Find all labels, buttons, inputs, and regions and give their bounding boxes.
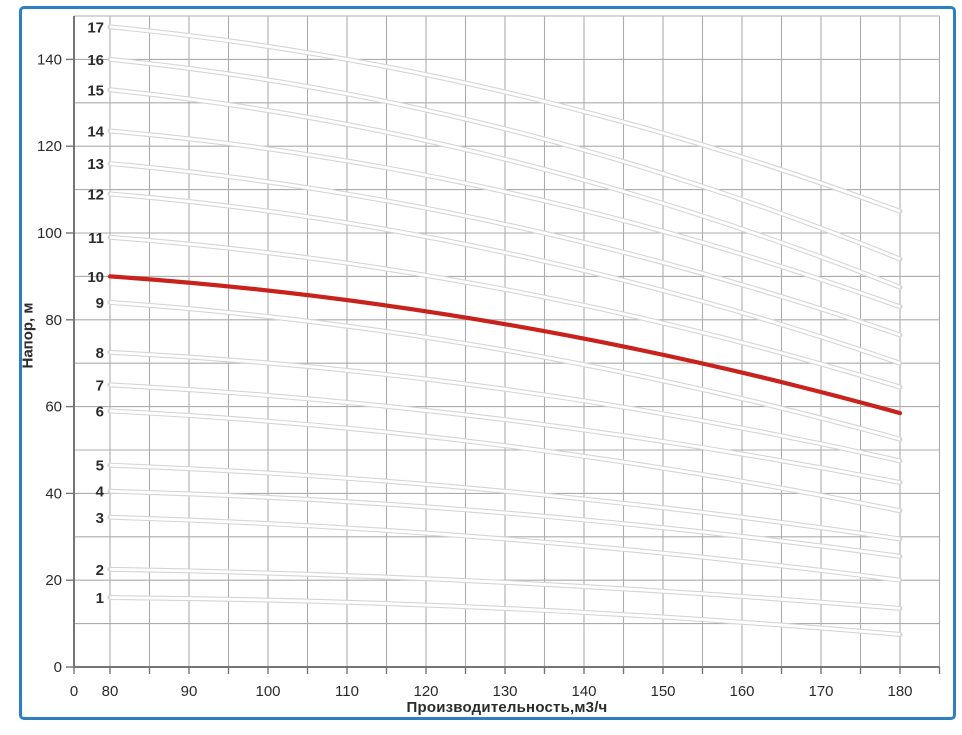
curve-ribbon-core-8	[109, 350, 901, 463]
x-tick-label: 130	[492, 683, 517, 700]
curve-ribbon-core-13	[109, 162, 901, 337]
x-tick-label: 150	[650, 683, 675, 700]
curve-ribbon-core-1	[109, 596, 901, 636]
x-tick-label: 120	[413, 683, 438, 700]
y-tick-label: 60	[45, 399, 62, 416]
curve-ribbon-core-5	[109, 463, 901, 541]
curve-label-13: 13	[87, 156, 104, 173]
curve-label-9: 9	[96, 295, 104, 312]
curve-ribbon-core-6	[109, 409, 901, 513]
curve-ribbon-core-17	[109, 25, 901, 213]
curve-label-2: 2	[96, 562, 104, 579]
curve-label-1: 1	[96, 590, 104, 607]
y-tick-label: 100	[37, 225, 62, 242]
curve-label-8: 8	[96, 345, 104, 362]
curve-label-3: 3	[96, 510, 104, 527]
x-tick-label: 140	[571, 683, 596, 700]
curve-label-14: 14	[87, 124, 104, 141]
curve-ribbon-core-11	[109, 235, 901, 389]
curve-label-15: 15	[87, 82, 104, 99]
x-tick-label: 100	[255, 683, 280, 700]
curve-ribbon-core-12	[109, 192, 901, 365]
x-axis-title: Производительность,м3/ч	[406, 699, 608, 716]
curve-label-12: 12	[87, 186, 104, 203]
curve-ribbon-core-15	[109, 88, 901, 289]
x-tick-label: 90	[181, 683, 198, 700]
y-tick-label: 120	[37, 138, 62, 155]
y-axis-title: Напор, м	[19, 302, 37, 369]
curve-ribbon-core-9	[109, 301, 901, 441]
curve-ribbon-core-16	[109, 58, 901, 261]
curve-ribbon-core-14	[109, 129, 901, 309]
y-tick-label: 0	[54, 659, 62, 676]
y-tick-label: 40	[45, 485, 62, 502]
curve-label-7: 7	[96, 377, 104, 394]
curve-label-6: 6	[96, 403, 104, 420]
x-tick-label: 170	[808, 683, 833, 700]
curve-label-11: 11	[88, 230, 104, 247]
curve-ribbon-core-7	[109, 383, 901, 484]
curve-ribbon-core-2	[109, 567, 901, 610]
x-tick-label: 80	[102, 683, 119, 700]
curve-ribbon-core-4	[109, 489, 901, 558]
y-tick-label: 80	[45, 312, 62, 329]
x-tick-label: 0	[70, 683, 78, 700]
curve-label-10: 10	[87, 269, 104, 286]
x-tick-label: 110	[335, 683, 359, 700]
x-tick-label: 180	[887, 683, 912, 700]
y-tick-label: 20	[45, 572, 62, 589]
y-tick-label: 140	[37, 51, 62, 68]
curve-label-4: 4	[96, 484, 105, 501]
curve-label-16: 16	[87, 52, 104, 69]
highlighted-curve-10	[107, 274, 903, 416]
curve-ribbon-core-3	[109, 515, 901, 582]
curve-label-5: 5	[96, 458, 104, 475]
x-tick-label: 160	[729, 683, 754, 700]
curve-label-17: 17	[87, 19, 104, 36]
